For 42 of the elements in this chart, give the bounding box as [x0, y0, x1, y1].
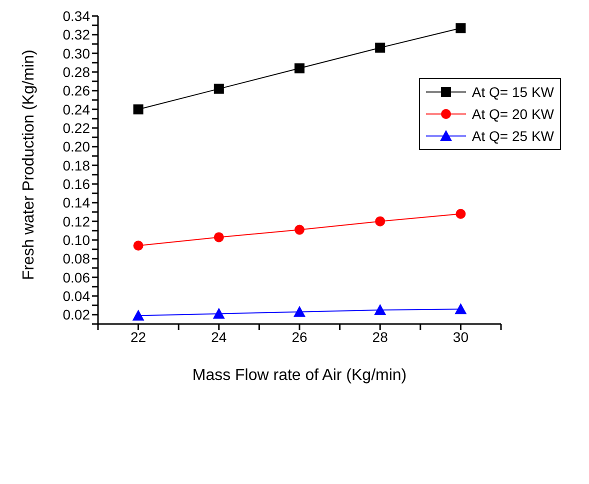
y-tick-label: 0.32	[62, 26, 90, 43]
point	[374, 304, 386, 315]
x-tick-label: 22	[130, 328, 146, 345]
y-tick-label: 0.24	[62, 101, 90, 118]
y-tick-label: 0.16	[62, 176, 90, 192]
y-tick-label: 0.34	[62, 8, 90, 24]
y-tick-label: 0.20	[62, 138, 90, 155]
x-tick-label: 30	[452, 328, 469, 345]
legend-label: At Q= 15 KW	[472, 84, 554, 100]
y-tick-label: 0.04	[62, 288, 90, 304]
y-tick-label: 0.12	[62, 213, 90, 230]
x-axis-title: Mass Flow rate of Air (Kg/min)	[192, 367, 407, 384]
legend-label: At Q= 20 KW	[472, 106, 554, 122]
point	[214, 232, 224, 242]
point	[375, 216, 386, 226]
y-tick-label: 0.10	[62, 232, 90, 248]
x-tick-label: 26	[292, 328, 308, 345]
y-tick-label: 0.26	[62, 82, 90, 99]
x-tick-label: 28	[372, 328, 388, 345]
y-tick-label: 0.28	[62, 64, 90, 80]
y-tick-label: 0.06	[62, 269, 90, 286]
point	[456, 23, 466, 34]
y-tick-label: 0.14	[62, 194, 90, 211]
point	[294, 306, 306, 317]
point	[375, 42, 386, 53]
point	[212, 308, 225, 319]
point	[294, 63, 304, 74]
point	[294, 224, 304, 235]
y-axis-title: Fresh water Production (Kg/min)	[20, 50, 38, 280]
y-tick-label: 0.18	[62, 157, 90, 174]
y-tick-label: 0.02	[62, 306, 90, 323]
point	[133, 240, 144, 251]
point	[133, 104, 144, 114]
y-tick-label: 0.22	[62, 120, 90, 136]
legend-label: At Q= 25 KW	[472, 128, 554, 144]
y-tick-label: 0.08	[62, 250, 90, 267]
point	[214, 84, 224, 94]
point	[454, 303, 467, 314]
point	[456, 208, 466, 219]
x-tick-label: 24	[211, 328, 227, 345]
point	[132, 310, 144, 321]
y-tick-label: 0.30	[62, 45, 90, 62]
